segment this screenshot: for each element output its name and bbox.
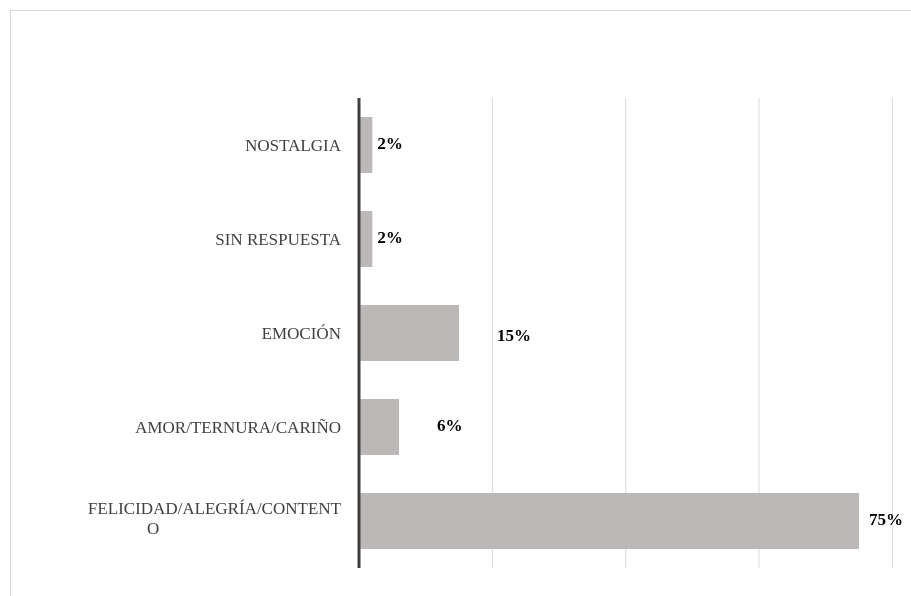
bar-0 — [359, 117, 373, 173]
data-label-2: 15% — [497, 326, 531, 345]
category-label-4-line-1: O — [147, 519, 159, 538]
data-label-4: 75% — [869, 510, 903, 529]
bar-4 — [359, 493, 860, 549]
category-label-1: SIN RESPUESTA — [215, 230, 341, 249]
bar-3 — [359, 399, 400, 455]
bar-1 — [359, 211, 373, 267]
data-label-3: 6% — [437, 416, 463, 435]
chart-frame — [10, 10, 911, 596]
category-label-3: AMOR/TERNURA/CARIÑO — [135, 418, 341, 437]
category-label-4: FELICIDAD/ALEGRÍA/CONTENT — [88, 499, 342, 518]
bar-2 — [359, 305, 460, 361]
data-label-0: 2% — [377, 134, 403, 153]
category-label-2: EMOCIÓN — [262, 324, 341, 343]
category-label-0: NOSTALGIA — [245, 136, 342, 155]
data-label-1: 2% — [377, 228, 403, 247]
